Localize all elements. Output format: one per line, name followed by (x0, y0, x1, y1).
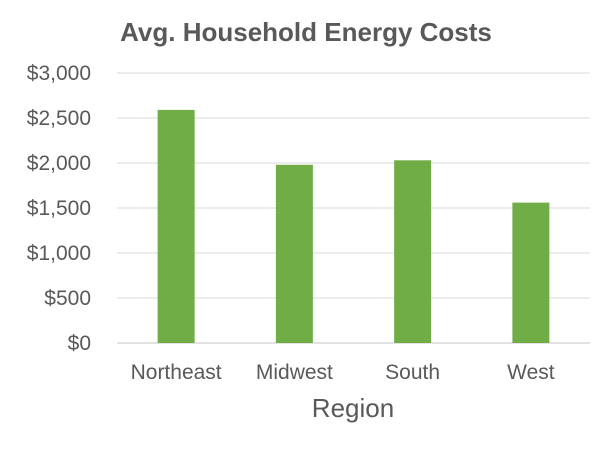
y-tick-label: $2,000 (27, 152, 91, 175)
bar-midwest (275, 164, 313, 343)
bar-west (512, 202, 550, 343)
y-tick-label: $500 (44, 287, 91, 310)
chart-title: Avg. Household Energy Costs (120, 17, 492, 47)
y-tick-label: $1,000 (27, 242, 91, 265)
y-axis-tick-labels: $0 $500 $1,000 $1,500 $2,000 $2,500 $3,000 (27, 62, 91, 355)
y-tick-label: $3,000 (27, 62, 91, 85)
x-tick-label: West (507, 361, 555, 384)
x-axis-tick-labels: Northeast Midwest South West (131, 361, 555, 384)
bars (157, 109, 550, 344)
y-tick-label: $0 (68, 332, 91, 355)
x-tick-label: Midwest (256, 361, 333, 384)
bar-south (394, 160, 432, 343)
y-tick-label: $2,500 (27, 107, 91, 130)
x-tick-label: Northeast (131, 361, 222, 384)
x-axis-title: Region (312, 393, 394, 423)
bar-northeast (157, 109, 195, 344)
gridlines (117, 72, 590, 344)
y-tick-label: $1,500 (27, 197, 91, 220)
x-tick-label: South (385, 361, 440, 384)
